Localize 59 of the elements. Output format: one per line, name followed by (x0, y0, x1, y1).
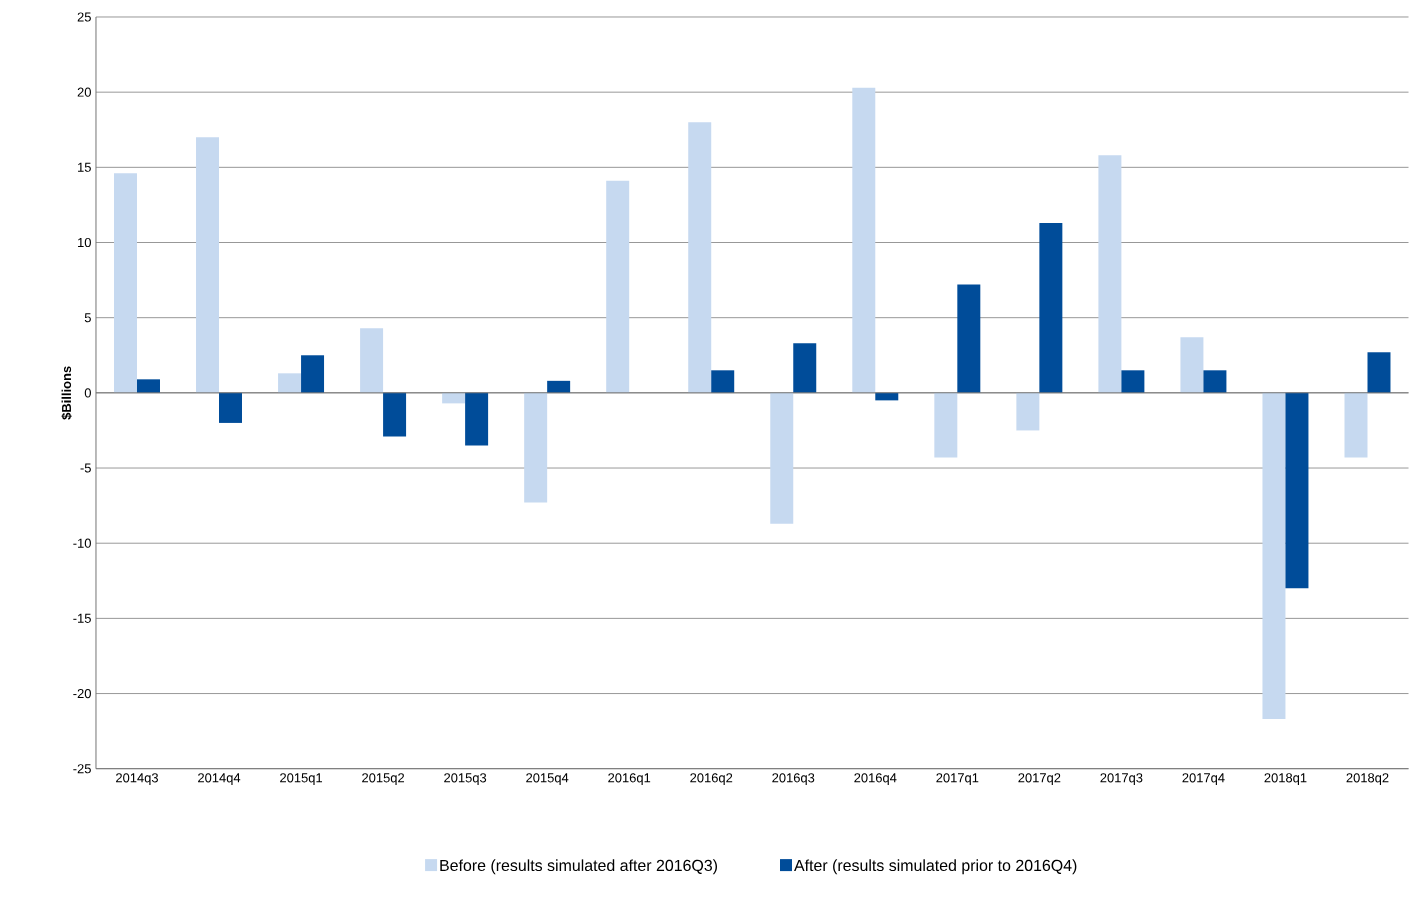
bar (524, 393, 548, 503)
bar (278, 373, 302, 394)
x-tick-label: 2015q1 (280, 773, 323, 786)
x-tick-label: 2016q4 (854, 773, 897, 786)
y-tick-label: -10 (73, 538, 91, 548)
bar (957, 284, 981, 394)
x-tick-label: 2017q4 (1182, 773, 1225, 786)
bar (688, 122, 712, 394)
bar (1344, 393, 1368, 458)
x-tick-label: 2014q4 (198, 773, 241, 786)
y-tick-label: 25 (77, 12, 91, 22)
bar (1016, 393, 1040, 431)
x-tick-label: 2016q3 (772, 773, 815, 786)
bar (547, 380, 571, 394)
bar (113, 173, 137, 394)
x-tick-label: 2018q1 (1264, 773, 1307, 786)
y-tick-label: 5 (84, 313, 91, 323)
x-tick-label: 2016q2 (690, 773, 733, 786)
bar (1121, 370, 1145, 394)
legend-label: Before (results simulated after 2016Q3) (440, 859, 718, 875)
x-tick-label: 2017q3 (1100, 773, 1143, 786)
bar (1203, 370, 1227, 394)
y-tick-label: 10 (78, 238, 91, 248)
bar (793, 343, 817, 394)
y-axis-title: $Billions (61, 366, 72, 420)
y-tick-label: -5 (80, 463, 91, 473)
bar (196, 137, 220, 394)
bar (360, 328, 384, 394)
bar (1098, 155, 1122, 394)
bar (219, 393, 243, 424)
x-tick-label: 2016q1 (608, 773, 651, 786)
legend-label: After (results simulated prior to 2016Q4) (794, 859, 1077, 875)
bar (1039, 223, 1063, 394)
bar (934, 393, 958, 458)
x-tick-label: 2015q4 (526, 773, 569, 786)
bar (136, 379, 160, 394)
x-tick-label: 2017q2 (1018, 773, 1061, 786)
x-tick-label: 2015q2 (362, 773, 405, 786)
y-tick-label: 0 (84, 388, 91, 398)
bar (1262, 393, 1286, 720)
bar (852, 87, 876, 394)
y-tick-label: -20 (73, 689, 91, 699)
x-tick-label: 2017q1 (936, 773, 979, 786)
bar (1285, 393, 1309, 589)
bar (606, 181, 630, 394)
y-tick-label: -15 (73, 614, 91, 624)
x-tick-label: 2018q2 (1346, 773, 1389, 786)
bar (465, 393, 489, 446)
bar (770, 393, 794, 524)
bar (301, 355, 325, 394)
y-tick-label: 15 (78, 162, 91, 173)
x-tick-label: 2015q3 (444, 773, 487, 786)
bar (1367, 352, 1391, 394)
y-tick-label: -25 (73, 764, 91, 774)
bar (1180, 337, 1204, 394)
bar (383, 393, 407, 437)
bar (711, 370, 735, 394)
x-tick-label: 2014q3 (116, 773, 159, 786)
y-tick-label: 20 (77, 87, 91, 97)
